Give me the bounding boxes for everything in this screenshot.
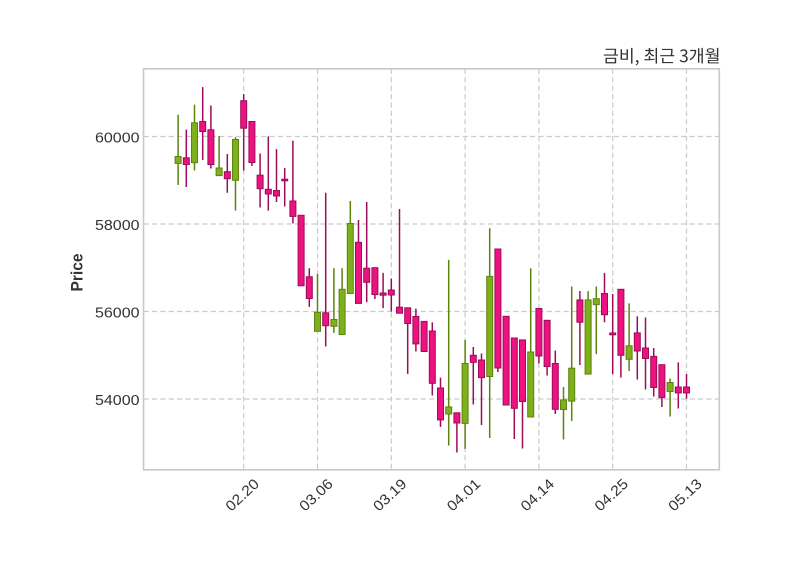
svg-text:Price: Price	[68, 254, 87, 292]
svg-text:60000: 60000	[95, 131, 140, 147]
svg-text:56000: 56000	[95, 306, 140, 322]
svg-text:58000: 58000	[95, 218, 140, 234]
svg-text:54000: 54000	[95, 393, 140, 409]
